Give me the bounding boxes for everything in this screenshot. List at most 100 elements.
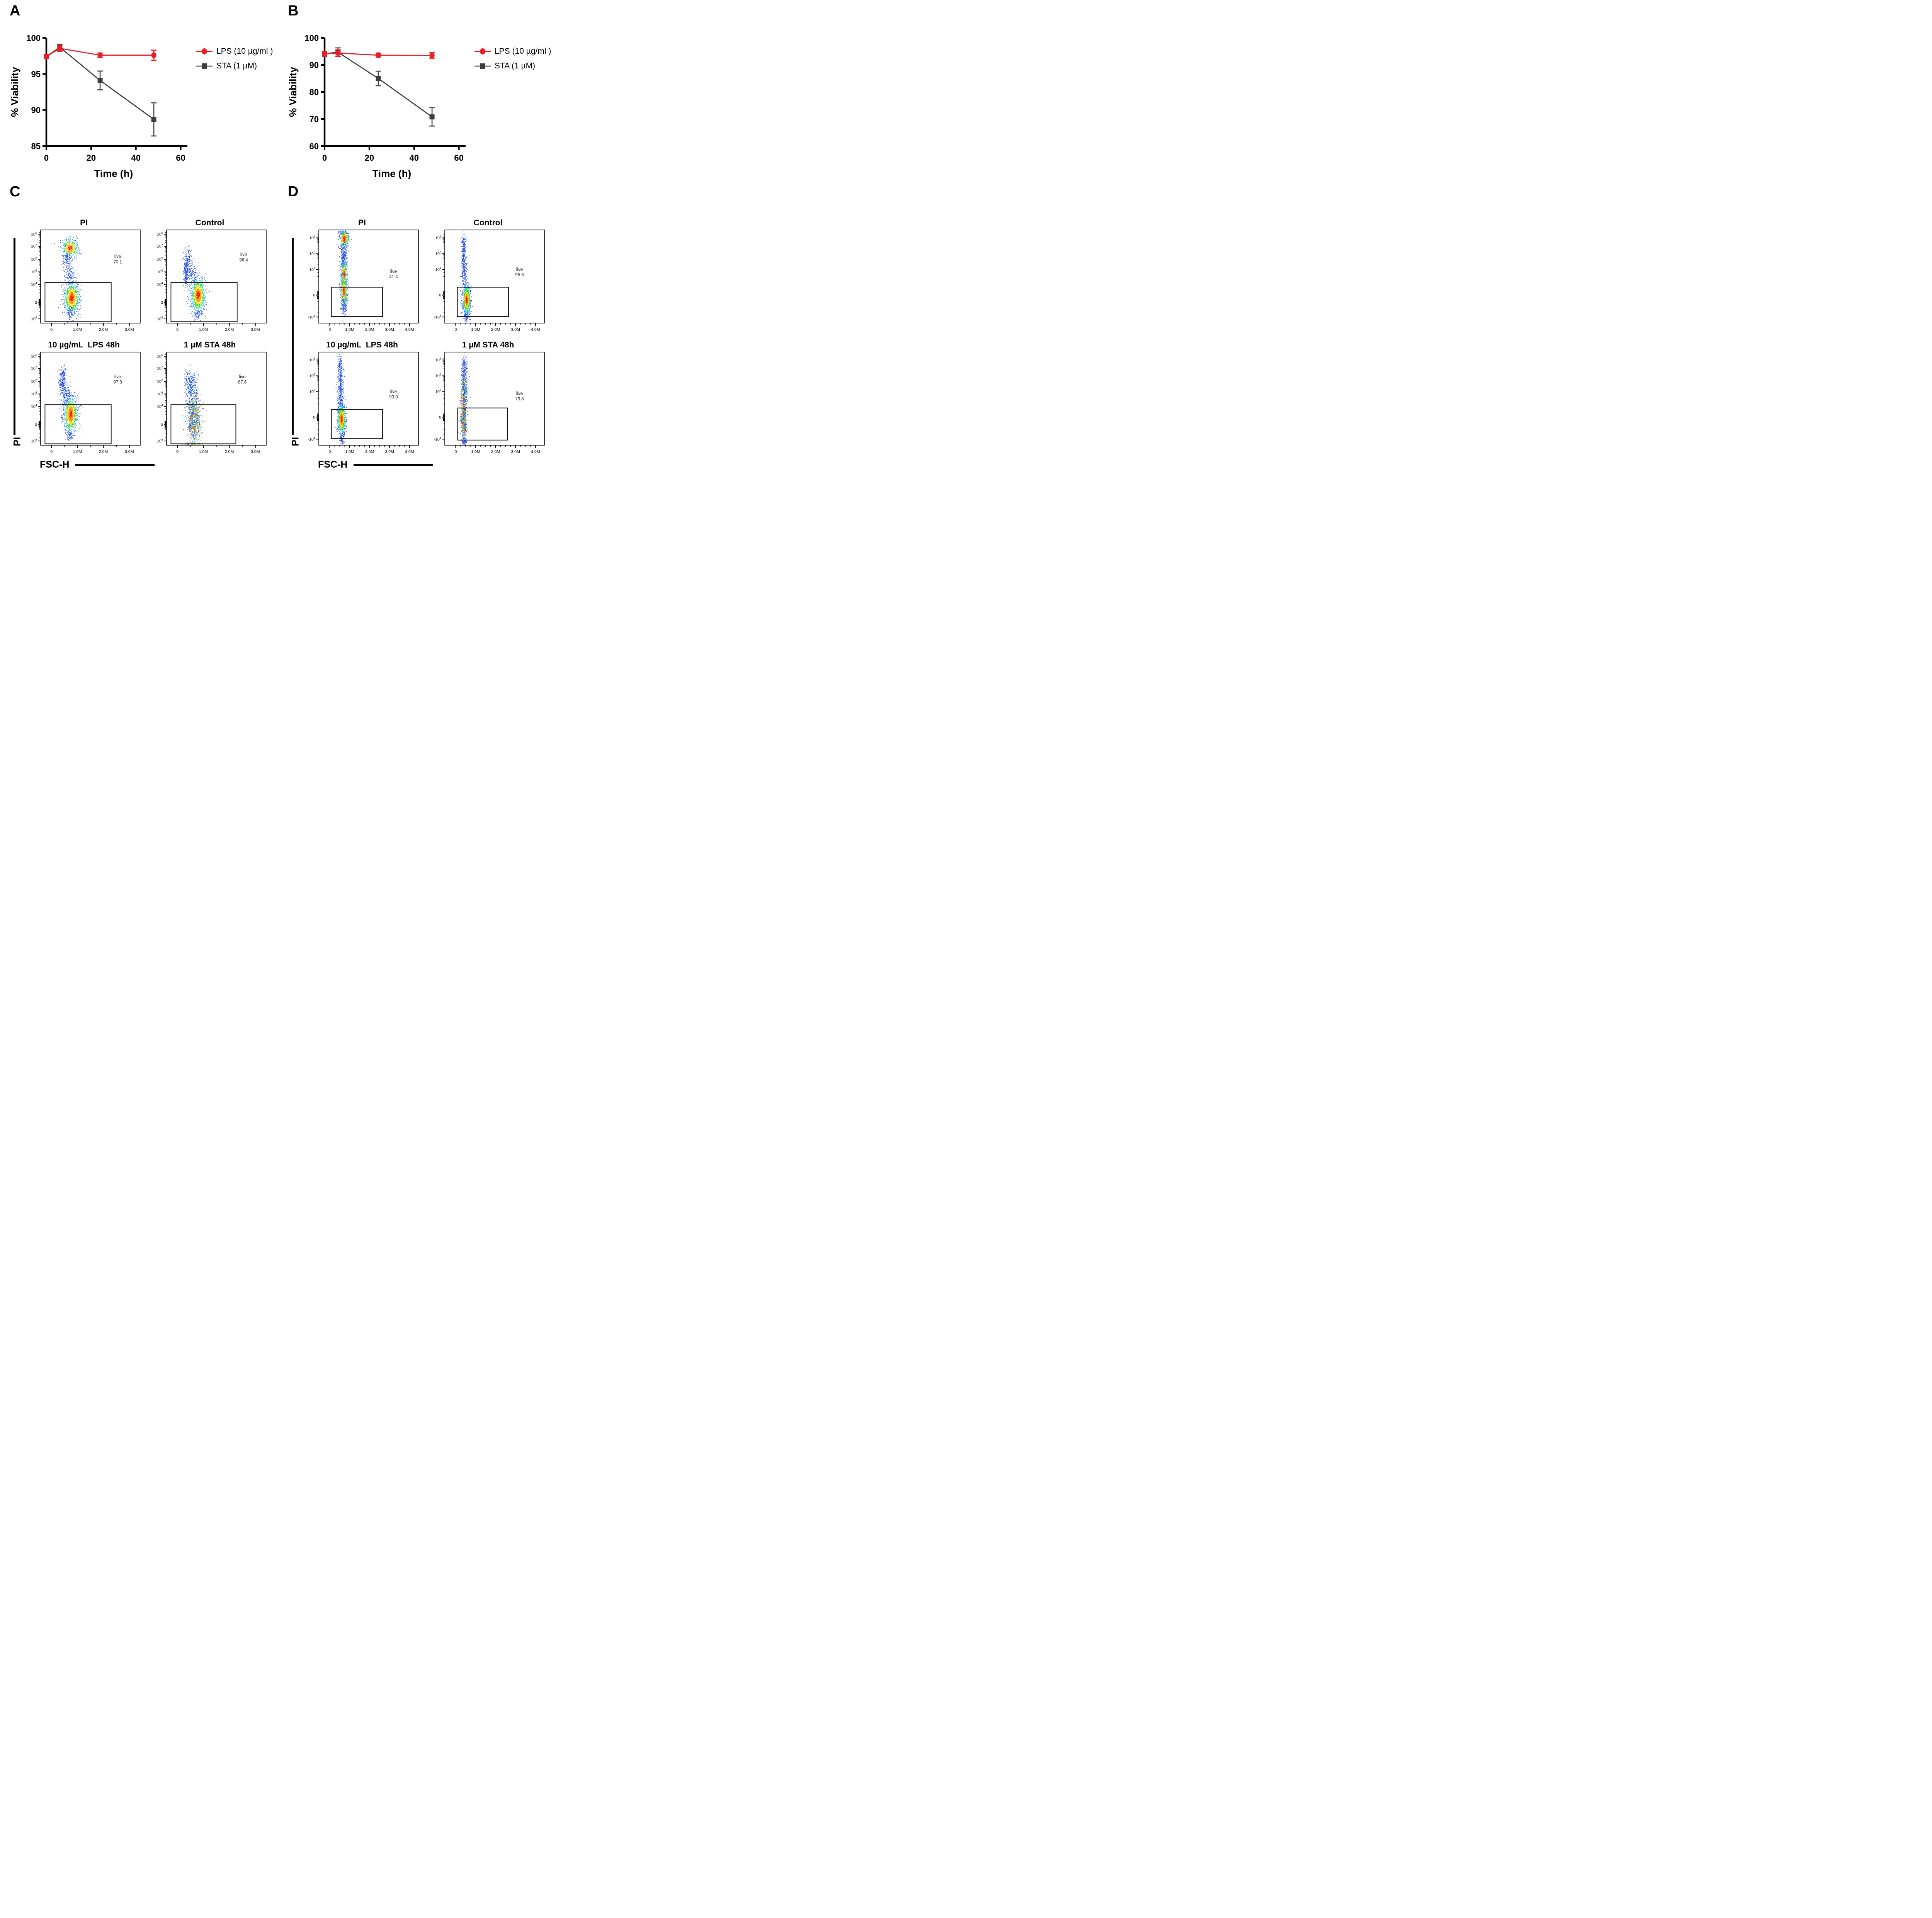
flow-plot-title: PI [358,218,366,227]
flow-plot-title: 10 µg/mL LPS 48h [326,340,398,349]
svg-text:1.0M: 1.0M [199,327,208,332]
svg-text:3.0M: 3.0M [125,449,134,454]
svg-text:-104: -104 [30,316,37,322]
sta-series-marker-icon [474,63,491,69]
svg-text:95: 95 [31,69,41,79]
flow-plot-title: Control [195,218,224,227]
svg-text:60: 60 [310,141,319,151]
flow-plot-title: PI [80,218,88,227]
svg-text:90: 90 [31,106,41,115]
fsc-axis-label: FSC-H [40,459,70,470]
svg-text:107: 107 [31,365,37,371]
panel-d: D PI PI 106 105 104 0 -104 0 1.0M 2.0M 3.0M 4.0M l… [284,184,556,480]
svg-text:104: 104 [157,403,163,409]
svg-text:3.0M: 3.0M [251,327,260,332]
legend-label-lps: LPS (10 µg/ml ) [216,47,273,56]
panel-b: B 60 70 80 90 100 0 20 40 60 Time (h)% Viability … [284,3,556,184]
svg-text:-104: -104 [156,438,163,444]
legend-b: LPS (10 µg/ml ) STA (1 µM) [474,44,551,73]
svg-text:96.4: 96.4 [239,258,248,262]
svg-text:2.0M: 2.0M [225,449,234,454]
svg-text:live: live [114,374,121,379]
svg-text:live: live [114,254,121,259]
lps-series-marker-icon [196,48,213,54]
svg-text:% Viability: % Viability [9,67,20,117]
svg-text:106: 106 [31,378,37,384]
fsc-axis: FSC-H [40,459,155,470]
svg-text:85: 85 [31,141,41,151]
svg-text:108: 108 [31,353,37,359]
flow-plot-c-sta: 1 µM STA 48h 108 107 106 105 104 0 -104 0 1.0M 2.… [148,340,272,458]
panel-c-letter: C [10,184,20,200]
svg-text:2.0M: 2.0M [225,327,234,332]
svg-text:100: 100 [304,33,319,43]
flow-plot-title: 1 µM STA 48h [462,340,514,349]
legend-item-lps: LPS (10 µg/ml ) [474,44,551,59]
svg-text:107: 107 [157,243,163,249]
svg-text:40: 40 [131,153,141,163]
svg-text:20: 20 [365,153,374,163]
svg-text:1.0M: 1.0M [199,449,208,454]
flow-scatter: 108 107 106 105 104 0 -104 0 1.0M 2.0M 3.0M live70.… [30,230,141,332]
pi-axis-label: PI [290,437,301,446]
svg-text:2.0M: 2.0M [99,449,108,454]
fsc-axis-line [354,464,433,466]
svg-text:60: 60 [454,153,463,163]
panel-b-letter: B [288,3,299,19]
svg-text:106: 106 [31,256,37,262]
pi-axis-line [292,238,294,435]
svg-text:-104: -104 [30,438,37,444]
sta-series-marker-icon [196,63,213,69]
svg-text:3.0M: 3.0M [251,449,260,454]
legend-item-sta: STA (1 µM) [196,59,273,73]
flow-plot-c-pi: PI 108 107 106 105 104 0 -104 0 1.0M 2.0M 3.0M live… [22,218,146,335]
pi-axis-line [14,238,15,435]
fsc-axis-label: FSC-H [318,459,348,470]
figure: A 85 90 95 100 0 20 40 60 Time (h) % Viability LP… [0,0,556,480]
panel-a: A 85 90 95 100 0 20 40 60 Time (h) % Viability LP… [6,3,280,184]
fsc-axis: FSC-H [318,459,433,470]
fsc-axis-line [75,464,155,466]
svg-text:Time (h): Time (h) [94,168,133,179]
flow-plot-d-control: Control 106 105 104 0 -104 0 1.0M 2.0M 3.0M 4.0M l… [426,218,550,335]
svg-text:70: 70 [310,114,319,124]
svg-text:2.0M: 2.0M [99,327,108,332]
svg-text:105: 105 [31,269,37,274]
svg-text:104: 104 [31,281,37,287]
flow-plot-c-lps: 10 µg/mL LPS 48h 108 107 106 105 104 0 -104 0 1.… [22,340,146,458]
legend-a: LPS (10 µg/ml ) STA (1 µM) [196,44,273,73]
svg-text:105: 105 [31,391,37,396]
svg-text:% Viability: % Viability [287,67,299,117]
svg-text:0: 0 [176,327,179,332]
legend-label-sta: STA (1 µM) [495,61,536,70]
svg-text:60: 60 [176,153,185,163]
viability-chart-b: 60 70 80 90 100 0 20 40 60 Time (h) % Viability [287,33,466,179]
pi-axis-label: PI [12,437,23,446]
svg-text:106: 106 [157,378,163,384]
panel-c: C PI PI 108 107 106 105 104 0 -104 0 1.0M 2.0M 3.0… [6,184,280,480]
svg-text:107: 107 [31,243,37,249]
svg-text:40: 40 [410,153,419,163]
svg-text:108: 108 [31,231,37,237]
svg-text:107: 107 [157,365,163,371]
svg-text:0: 0 [176,449,179,454]
panel-a-letter: A [10,3,20,19]
svg-text:105: 105 [157,269,163,274]
svg-text:90: 90 [310,60,319,70]
legend-label-sta: STA (1 µM) [216,61,257,70]
flow-plot-d-pi: PI 106 105 104 0 -104 0 1.0M 2.0M 3.0M 4.0M live 41… [300,218,424,335]
svg-text:108: 108 [157,231,163,237]
svg-text:104: 104 [157,281,163,287]
svg-text:Time (h): Time (h) [372,168,411,179]
svg-text:3.0M: 3.0M [125,327,134,332]
flow-plot-title: Control [473,218,503,227]
svg-text:0: 0 [161,300,163,305]
flow-plot-d-sta: 1 µM STA 48h 106 105 104 0 -104 0 1.0M 2.0M 3.0M… [426,340,550,458]
svg-text:live: live [240,252,247,257]
svg-text:70.1: 70.1 [113,260,122,264]
viability-chart-a: 85 90 95 100 0 20 40 60 Time (h) % Viability [9,33,187,179]
